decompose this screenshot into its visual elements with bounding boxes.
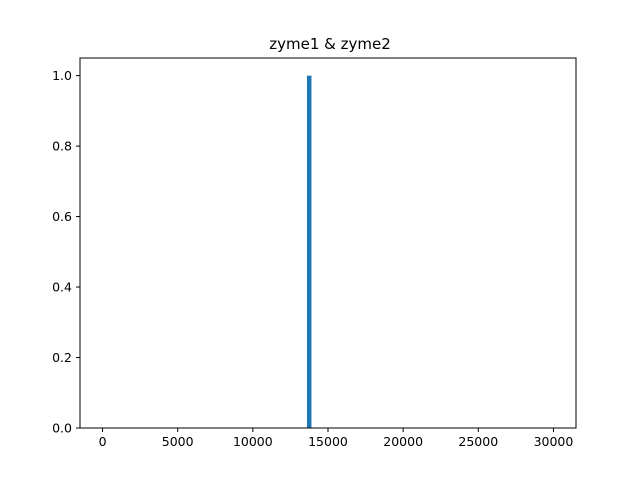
x-tick-label: 5000	[162, 434, 194, 449]
y-tick-label: 0.8	[52, 139, 72, 154]
y-tick-label: 0.2	[52, 350, 72, 365]
x-tick-label: 20000	[383, 434, 423, 449]
chart-title: zyme1 & zyme2	[269, 35, 391, 53]
axes-frame	[79, 57, 577, 429]
histogram-bar	[306, 75, 312, 428]
plot-area: 0 5000 10000 15000 20000 25000 30000 0.0 0.2 0.4 0…	[52, 57, 577, 449]
x-tick-label: 15000	[308, 434, 348, 449]
x-tick-label: 30000	[534, 434, 574, 449]
x-tick-label: 25000	[458, 434, 498, 449]
y-tick-label: 1.0	[52, 68, 72, 83]
y-tick-label: 0.6	[52, 209, 72, 224]
x-tick-label: 10000	[233, 434, 273, 449]
x-tick-label: 0	[99, 434, 107, 449]
y-tick-label: 0.0	[52, 421, 72, 436]
y-tick-label: 0.4	[52, 280, 72, 295]
